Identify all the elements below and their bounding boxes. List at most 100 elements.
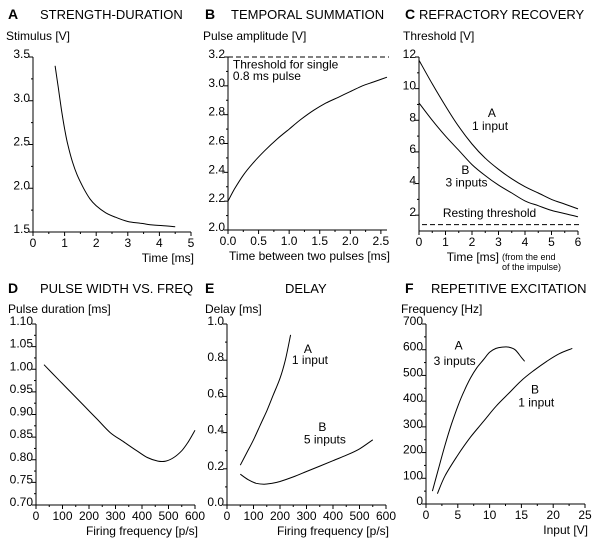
panel-letter: E xyxy=(205,280,214,296)
series-line-a-3-inputs xyxy=(431,346,526,492)
annotation: Resting threshold xyxy=(443,206,536,220)
y-tick-label: 2.6 xyxy=(208,134,225,148)
y-tick-label: 3.0 xyxy=(13,91,30,105)
y-tick-label: 2 xyxy=(409,205,416,219)
x-tick-label: 0.0 xyxy=(220,234,237,248)
annotation: 5 inputs xyxy=(304,432,346,446)
x-tick-label: 600 xyxy=(185,509,205,523)
panel-title: STRENGTH-DURATION xyxy=(40,7,183,22)
y-tick-label: 0.70 xyxy=(10,495,34,509)
y-axis-label: Threshold [V] xyxy=(403,29,474,43)
x-tick-label: 2 xyxy=(469,235,476,249)
y-tick-label: 1.5 xyxy=(13,222,30,236)
series-line-pulse-width xyxy=(43,364,196,463)
x-tick-label: 0 xyxy=(33,509,40,523)
x-tick-label: 1 xyxy=(442,235,449,249)
y-tick-label: 0.85 xyxy=(10,427,34,441)
x-tick-label: 300 xyxy=(296,509,316,523)
x-axis-note: (from the end xyxy=(502,252,556,262)
y-tick-label: 0.4 xyxy=(207,423,224,437)
annotation: Threshold for single xyxy=(233,58,339,72)
x-tick-label: 2 xyxy=(93,236,100,250)
x-tick-label: 10 xyxy=(483,508,497,522)
y-tick-label: 0.2 xyxy=(207,459,224,473)
series-line-a-1-input xyxy=(418,59,579,210)
x-tick-label: 2.5 xyxy=(373,234,390,248)
x-tick-label: 2.0 xyxy=(342,234,359,248)
y-axis-label: Delay [ms] xyxy=(205,302,262,316)
panel-letter: B xyxy=(205,6,215,22)
panel-title: REPETITIVE EXCITATION xyxy=(431,281,587,296)
x-tick-label: 0 xyxy=(30,236,37,250)
y-tick-label: 400 xyxy=(403,391,423,405)
panel-title: DELAY xyxy=(285,281,327,296)
x-tick-label: 100 xyxy=(243,509,263,523)
x-tick-label: 20 xyxy=(547,508,561,522)
y-tick-label: 2.5 xyxy=(13,135,30,149)
panel-b: B TEMPORAL SUMMATION Pulse amplitude [V] 2.… xyxy=(203,6,390,263)
x-tick-label: 0 xyxy=(224,509,231,523)
y-tick-label: 10 xyxy=(403,79,417,93)
y-tick-label: 0.0 xyxy=(207,495,224,509)
y-tick-label: 6 xyxy=(409,142,416,156)
y-tick-label: 3.2 xyxy=(208,47,225,61)
annotation: B xyxy=(531,382,539,396)
y-tick-label: 2.0 xyxy=(13,178,30,192)
annotation: 1 input xyxy=(472,119,509,133)
x-tick-label: 400 xyxy=(132,509,152,523)
y-tick-label: 0 xyxy=(416,494,423,508)
panel-letter: D xyxy=(8,280,18,296)
x-tick-label: 25 xyxy=(578,508,592,522)
series-line-b-3-inputs xyxy=(418,102,579,218)
x-tick-label: 1 xyxy=(61,236,68,250)
x-tick-label: 15 xyxy=(515,508,529,522)
y-tick-label: 1.00 xyxy=(10,359,34,373)
panel-letter: A xyxy=(8,6,18,22)
x-axis-note: of the impulse) xyxy=(502,262,561,272)
x-tick-label: 3 xyxy=(495,235,502,249)
y-tick-label: 0.8 xyxy=(207,350,224,364)
panel-title: REFRACTORY RECOVERY xyxy=(419,7,585,22)
y-tick-label: 0.90 xyxy=(10,405,34,419)
x-axis-label: Time between two pulses [ms] xyxy=(229,249,390,263)
x-tick-label: 1.0 xyxy=(281,234,298,248)
y-tick-label: 2.4 xyxy=(208,162,225,176)
x-tick-label: 500 xyxy=(158,509,178,523)
annotation: A xyxy=(488,106,496,120)
series-line-strength-duration xyxy=(54,65,176,228)
y-axis-label: Pulse duration [ms] xyxy=(8,302,111,316)
x-axis-label: Firing frequency [p/s] xyxy=(277,524,389,538)
x-tick-label: 200 xyxy=(79,509,99,523)
x-tick-label: 4 xyxy=(156,236,163,250)
x-tick-label: 0.5 xyxy=(250,234,267,248)
annotation: 3 inputs xyxy=(446,176,488,190)
x-axis-label: Firing frequency [p/s] xyxy=(86,524,198,538)
series-line-summation xyxy=(227,76,388,202)
x-tick-label: 300 xyxy=(105,509,125,523)
x-axis-label: Input [V] xyxy=(543,523,588,537)
annotation: 1 input xyxy=(518,395,555,409)
x-axis-label: Time [ms] xyxy=(447,250,499,264)
panel-e: E DELAY Delay [ms] 0.0 0.2 0.4 0.6 0.8 1.0 0 100 20… xyxy=(205,280,396,538)
y-tick-label: 2.8 xyxy=(208,105,225,119)
series-line-b-1-input xyxy=(436,347,573,494)
y-tick-label: 0.75 xyxy=(10,472,34,486)
y-tick-label: 700 xyxy=(403,314,423,328)
annotation: B xyxy=(318,420,326,434)
y-tick-label: 600 xyxy=(403,340,423,354)
series-line-b-5-inputs xyxy=(240,439,374,485)
y-tick-label: 100 xyxy=(403,468,423,482)
panel-letter: F xyxy=(405,280,414,296)
y-axis-label: Pulse amplitude [V] xyxy=(203,29,306,43)
series-line-a-1-input xyxy=(239,334,292,466)
x-tick-label: 1.5 xyxy=(311,234,328,248)
y-tick-label: 0.80 xyxy=(10,450,34,464)
y-tick-label: 1.0 xyxy=(207,314,224,328)
annotation: 3 inputs xyxy=(434,354,476,368)
x-tick-label: 5 xyxy=(548,235,555,249)
panel-title: TEMPORAL SUMMATION xyxy=(231,7,384,22)
y-axis-label: Stimulus [V] xyxy=(6,29,70,43)
y-tick-label: 0.6 xyxy=(207,386,224,400)
